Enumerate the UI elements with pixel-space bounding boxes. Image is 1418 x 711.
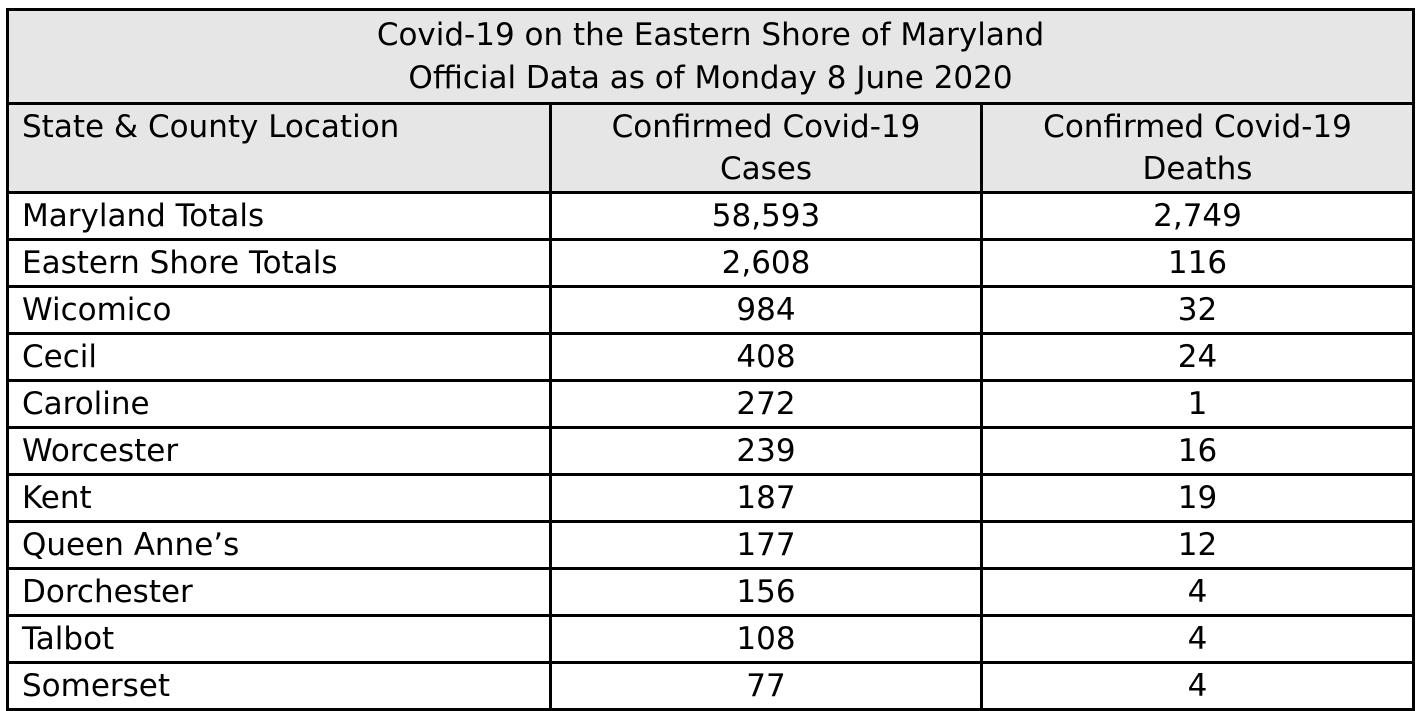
row-deaths: 2,749: [979, 191, 1416, 241]
column-header-cases: Confirmed Covid-19 Cases: [549, 102, 983, 194]
row-cases: 239: [549, 426, 983, 476]
row-location: Cecil: [6, 332, 552, 382]
row-location: Dorchester: [6, 567, 552, 617]
row-cases: 187: [549, 473, 983, 523]
row-cases: 77: [549, 661, 983, 711]
row-deaths: 24: [979, 332, 1416, 382]
title-row: Covid-19 on the Eastern Shore of Marylan…: [5, 8, 1416, 105]
column-header-location: State & County Location: [6, 102, 552, 194]
table-row-caroline: Caroline 272 1: [6, 379, 1416, 429]
row-location: Wicomico: [6, 285, 552, 335]
row-cases: 2,608: [549, 238, 983, 288]
page: Covid-19 on the Eastern Shore of Marylan…: [5, 8, 1416, 711]
table-row-somerset: Somerset 77 4: [6, 661, 1416, 711]
table-row-kent: Kent 187 19: [6, 473, 1416, 523]
column-header-cases-line1: Confirmed Covid-19: [611, 109, 921, 145]
row-cases: 108: [549, 614, 983, 664]
table-row-eastern-shore-totals: Eastern Shore Totals 2,608 116: [6, 238, 1416, 288]
column-header-cases-line2: Cases: [719, 151, 813, 187]
column-header-location-label: State & County Location: [22, 109, 400, 145]
row-location: Kent: [6, 473, 552, 523]
table-row-wicomico: Wicomico 984 32: [6, 285, 1416, 335]
table-row-dorchester: Dorchester 156 4: [6, 567, 1416, 617]
row-cases: 408: [549, 332, 983, 382]
row-cases: 272: [549, 379, 983, 429]
header-row: State & County Location Confirmed Covid-…: [6, 102, 1416, 194]
column-header-deaths-line2: Deaths: [1142, 151, 1253, 187]
table-title-line2: Official Data as of Monday 8 June 2020: [408, 59, 1013, 96]
table-row-maryland-totals: Maryland Totals 58,593 2,749: [6, 191, 1416, 241]
table-row-talbot: Talbot 108 4: [6, 614, 1416, 664]
row-deaths: 4: [979, 614, 1416, 664]
table-title: Covid-19 on the Eastern Shore of Marylan…: [5, 8, 1416, 105]
column-header-deaths-line1: Confirmed Covid-19: [1043, 109, 1352, 145]
row-deaths: 1: [979, 379, 1416, 429]
column-header-deaths: Confirmed Covid-19 Deaths: [979, 102, 1416, 194]
row-cases: 984: [549, 285, 983, 335]
row-deaths: 19: [979, 473, 1416, 523]
row-deaths: 16: [979, 426, 1416, 476]
row-location: Talbot: [6, 614, 552, 664]
covid-data-table-wrap: Covid-19 on the Eastern Shore of Marylan…: [5, 8, 1416, 711]
table-row-cecil: Cecil 408 24: [6, 332, 1416, 382]
row-location: Caroline: [6, 379, 552, 429]
row-location: Maryland Totals: [6, 191, 552, 241]
row-deaths: 32: [979, 285, 1416, 335]
row-location: Eastern Shore Totals: [6, 238, 552, 288]
table-row-worcester: Worcester 239 16: [6, 426, 1416, 476]
row-cases: 156: [549, 567, 983, 617]
row-deaths: 116: [979, 238, 1416, 288]
row-cases: 177: [549, 520, 983, 570]
row-location: Worcester: [6, 426, 552, 476]
row-location: Somerset: [6, 661, 552, 711]
covid-data-table: Covid-19 on the Eastern Shore of Marylan…: [5, 8, 1416, 711]
table-row-queen-annes: Queen Anne’s 177 12: [6, 520, 1416, 570]
row-deaths: 4: [979, 567, 1416, 617]
row-deaths: 12: [979, 520, 1416, 570]
row-deaths: 4: [979, 661, 1416, 711]
row-cases: 58,593: [549, 191, 983, 241]
table-title-line1: Covid-19 on the Eastern Shore of Marylan…: [376, 16, 1045, 53]
row-location: Queen Anne’s: [6, 520, 552, 570]
